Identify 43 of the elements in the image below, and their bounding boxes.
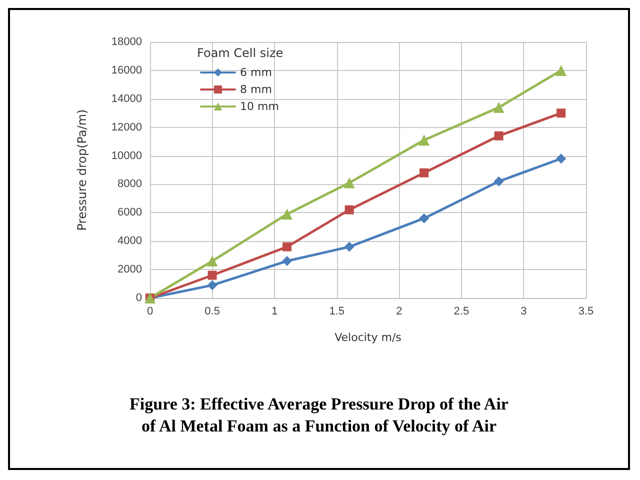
- y-tick-label: 4000: [118, 235, 142, 248]
- legend-label: 8 mm: [240, 83, 272, 96]
- point: [556, 154, 566, 164]
- point: [344, 242, 354, 252]
- point: [494, 131, 504, 140]
- point: [282, 242, 292, 252]
- caption: Figure 3: Effective Average Pressure Drop of the Air of Al Metal Foam as a Function of Velocity of Air: [130, 394, 509, 436]
- y-tick-label: 6000: [118, 206, 142, 219]
- point: [282, 256, 292, 266]
- point: [207, 280, 218, 290]
- x-tick-label: 2.5: [454, 306, 470, 318]
- y-tick-label: 0: [136, 292, 142, 304]
- y-tick-label: 2000: [118, 264, 142, 276]
- point: [344, 177, 355, 188]
- x-tick-label: 1: [272, 306, 278, 318]
- x-tick-label: 0.5: [204, 306, 220, 318]
- x-tick-label: 1.5: [329, 306, 345, 318]
- y-tick-label: 12000: [111, 121, 142, 134]
- legend-title: Foam Cell size: [197, 46, 284, 60]
- y-tick-label: 10000: [111, 150, 142, 162]
- point: [556, 64, 567, 76]
- legend-label: 6 mm: [240, 66, 272, 79]
- y-tick-label: 8000: [118, 178, 142, 190]
- legend-label: 10 mm: [240, 100, 279, 113]
- y-tick-label: 18000: [111, 36, 142, 48]
- point: [206, 256, 218, 267]
- x-tick-label: 0: [146, 306, 154, 318]
- point: [344, 205, 354, 214]
- x-tick-label: 2: [396, 306, 402, 318]
- point: [282, 208, 293, 220]
- point: [208, 270, 217, 280]
- point: [494, 176, 504, 186]
- x-axis-title: Velocity m/s: [334, 331, 402, 344]
- y-tick-label: 14000: [111, 92, 142, 105]
- y-axis-title: Pressure drop(Pa/m): [75, 109, 89, 231]
- y-tick-label: 16000: [111, 64, 142, 76]
- x-tick-label: 3: [520, 306, 527, 318]
- point: [419, 213, 430, 224]
- x-tick-label: 3.5: [578, 306, 594, 318]
- point: [493, 102, 504, 113]
- point: [420, 168, 429, 178]
- point: [418, 134, 430, 146]
- point: [556, 108, 566, 118]
